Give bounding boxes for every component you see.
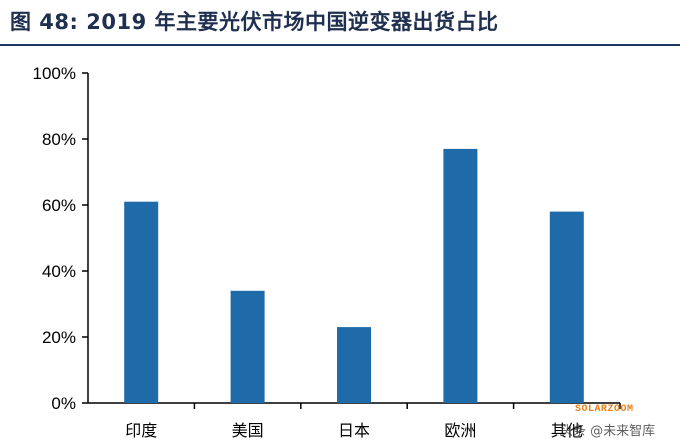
y-tick-label: 40% <box>42 262 76 281</box>
watermark-text: 头条 @未来智库 <box>560 424 656 439</box>
chart-labels: 0% 20% 40% 60% 80% 100% 印度 美国 日本 欧洲 其他 <box>33 64 583 440</box>
y-tick-label: 80% <box>42 130 76 149</box>
y-tick-label: 20% <box>42 328 76 347</box>
bar <box>549 211 584 403</box>
chart-title: 图 48: 2019 年主要光伏市场中国逆变器出货占比 <box>10 10 499 34</box>
y-tick-label: 100% <box>33 64 76 83</box>
y-tick-label: 60% <box>42 196 76 215</box>
x-category-label: 印度 <box>125 421 157 440</box>
watermark-brand: SOLARZOOM <box>575 404 634 415</box>
bar <box>124 201 159 403</box>
x-category-label: 欧洲 <box>444 421 476 440</box>
y-tick-label: 0% <box>51 394 76 413</box>
bar <box>337 327 371 403</box>
x-category-label: 美国 <box>232 421 264 440</box>
bar <box>230 290 265 403</box>
x-category-label: 日本 <box>338 421 370 440</box>
chart-bars <box>124 148 584 403</box>
bar <box>443 148 478 403</box>
x-category-label: 其他 <box>551 421 583 440</box>
title-bar: 图 48: 2019 年主要光伏市场中国逆变器出货占比 <box>0 0 680 46</box>
